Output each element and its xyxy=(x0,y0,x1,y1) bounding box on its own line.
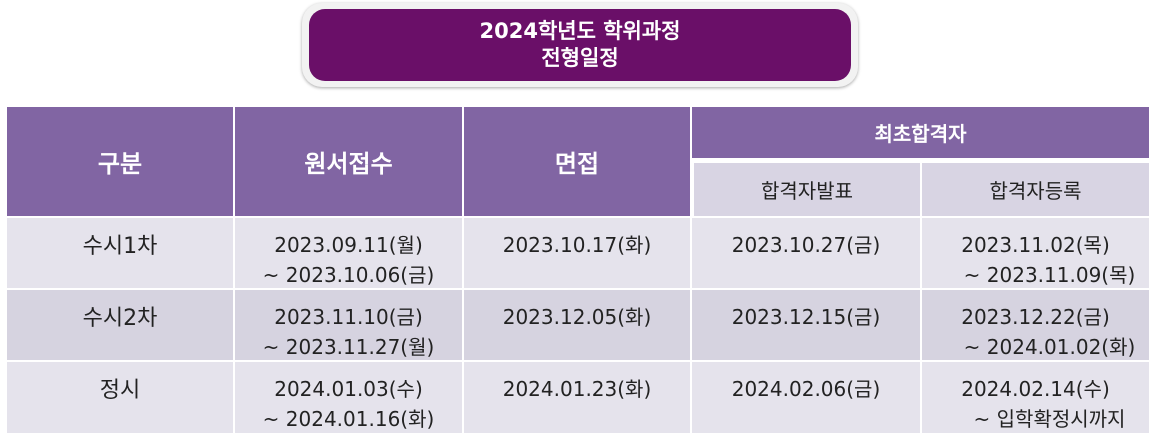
title-banner: 2024학년도 학위과정 전형일정 xyxy=(302,3,858,87)
header-registration: 합격자등록 xyxy=(922,163,1149,216)
row3-interview: 2024.01.23(화) xyxy=(464,362,690,433)
row1-category: 수시1차 xyxy=(7,218,233,288)
title-line-2: 전형일정 xyxy=(541,46,619,70)
header-interview: 면접 xyxy=(464,107,690,216)
row1-registration: 2023.11.02(목) ~ 2023.11.09(목) xyxy=(922,218,1149,288)
title-box: 2024학년도 학위과정 전형일정 xyxy=(309,9,851,81)
row3-registration-start: 2024.02.14(수) xyxy=(961,377,1110,401)
header-application: 원서접수 xyxy=(235,107,462,216)
title-line-1: 2024학년도 학위과정 xyxy=(479,19,681,43)
row1-application-end: ~ 2023.10.06(금) xyxy=(262,263,435,287)
row2-application-start: 2023.11.10(금) xyxy=(274,305,423,329)
row3-registration: 2024.02.14(수) ~ 입학확정시까지 xyxy=(922,362,1149,433)
row1-registration-start: 2023.11.02(목) xyxy=(961,233,1110,257)
row2-registration: 2023.12.22(금) ~ 2024.01.02(화) xyxy=(922,290,1149,360)
row3-application: 2024.01.03(수) ~ 2024.01.16(화) xyxy=(235,362,462,433)
row3-application-end: ~ 2024.01.16(화) xyxy=(262,407,435,431)
row1-interview: 2023.10.17(화) xyxy=(464,218,690,288)
row2-interview: 2023.12.05(화) xyxy=(464,290,690,360)
row3-registration-end: ~ 입학확정시까지 xyxy=(973,407,1126,431)
row1-application: 2023.09.11(월) ~ 2023.10.06(금) xyxy=(235,218,462,288)
header-initial-pass: 최초합격자 xyxy=(692,107,1149,158)
row1-announcement: 2023.10.27(금) xyxy=(692,218,920,288)
row2-registration-start: 2023.12.22(금) xyxy=(961,305,1110,329)
row2-application: 2023.11.10(금) ~ 2023.11.27(월) xyxy=(235,290,462,360)
header-category: 구분 xyxy=(7,107,233,216)
row2-registration-end: ~ 2024.01.02(화) xyxy=(963,335,1136,359)
row2-announcement: 2023.12.15(금) xyxy=(692,290,920,360)
row3-category: 정시 xyxy=(7,362,233,433)
row2-category: 수시2차 xyxy=(7,290,233,360)
row3-application-start: 2024.01.03(수) xyxy=(274,377,423,401)
row3-announcement: 2024.02.06(금) xyxy=(692,362,920,433)
row1-application-start: 2023.09.11(월) xyxy=(274,233,423,257)
header-announcement: 합격자발표 xyxy=(694,163,920,216)
row1-registration-end: ~ 2023.11.09(목) xyxy=(963,263,1136,287)
row2-application-end: ~ 2023.11.27(월) xyxy=(262,335,435,359)
